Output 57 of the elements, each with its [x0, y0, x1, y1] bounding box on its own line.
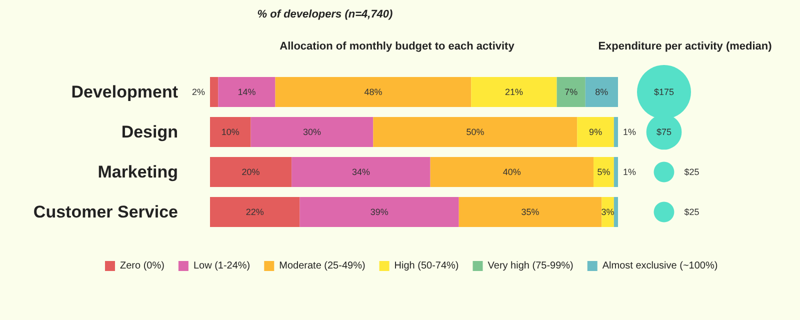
- y-tick-label: Customer Service: [33, 202, 178, 222]
- data-label: 8%: [595, 87, 608, 97]
- text: Expenditure per activity (median): [598, 40, 772, 52]
- bar: [275, 77, 472, 107]
- data-label: 9%: [589, 127, 602, 137]
- data-label: 22%: [246, 207, 264, 217]
- legend-label: Zero (0%): [120, 260, 164, 272]
- chart-subtitle: Allocation of monthly budget to each activity: [280, 40, 516, 52]
- bar: [594, 157, 614, 187]
- data-label: 14%: [238, 87, 256, 97]
- bar: [577, 117, 614, 147]
- legend-label: Almost exclusive (~100%): [602, 260, 718, 272]
- data-label: 7%: [564, 87, 578, 97]
- data-label: 2%: [192, 87, 205, 97]
- data-label: 3%: [601, 207, 614, 217]
- data-label: 1%: [623, 167, 636, 177]
- legend-label: Moderate (25-49%): [279, 260, 366, 272]
- legend-label: High (50-74%): [394, 260, 459, 272]
- data-label: 5%: [597, 167, 610, 177]
- y-tick-label: Design: [121, 122, 178, 142]
- bar: [614, 117, 618, 147]
- data-label: 39%: [370, 207, 388, 217]
- data-label: 34%: [352, 167, 370, 177]
- bar: [614, 197, 618, 227]
- bar: [292, 157, 430, 187]
- bar: [210, 77, 218, 107]
- bar: [471, 77, 557, 107]
- bar: [458, 197, 602, 227]
- bar: [585, 77, 618, 107]
- data-label: 35%: [521, 207, 540, 217]
- data-label: $175: [654, 87, 674, 97]
- data-label: 48%: [364, 87, 382, 97]
- legend-label: Very high (75-99%): [488, 260, 574, 272]
- bar: [210, 117, 251, 147]
- bar: [430, 157, 594, 187]
- bar: [300, 197, 459, 227]
- bar: [218, 77, 276, 107]
- bar: [614, 157, 618, 187]
- data-label: 1%: [623, 127, 636, 137]
- data-label: $25: [684, 167, 700, 177]
- bar: [373, 117, 578, 147]
- data-label: 20%: [242, 167, 260, 177]
- y-tick-label: Marketing: [98, 162, 178, 182]
- data-label: $25: [684, 207, 700, 217]
- bar: [250, 117, 374, 147]
- y-tick-label: Development: [71, 82, 178, 102]
- bar: [556, 77, 586, 107]
- bar: [210, 157, 292, 187]
- chart-title: % of developers (n=4,740): [257, 8, 394, 20]
- data-label: 40%: [502, 167, 521, 177]
- data-label: 21%: [504, 87, 523, 97]
- legend-label: Low (1-24%): [193, 260, 250, 272]
- data-label: 30%: [302, 127, 322, 137]
- data-label: 10%: [221, 127, 240, 137]
- data-label: 50%: [466, 127, 484, 137]
- bar: [210, 197, 300, 227]
- data-label: $75: [656, 127, 672, 137]
